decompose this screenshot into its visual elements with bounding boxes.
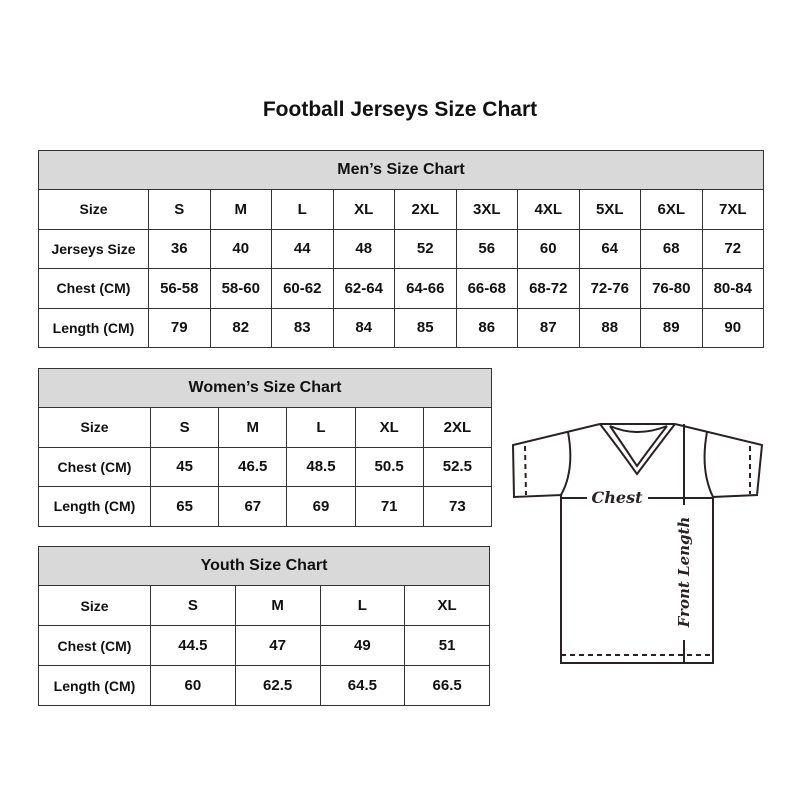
table-cell: 2XL bbox=[422, 407, 493, 448]
table-row: Size S M L XL 2XL 3XL 4XL 5XL 6XL 7XL bbox=[38, 189, 764, 230]
table-cell: S bbox=[149, 407, 220, 448]
table-row: Length (CM) 60 62.5 64.5 66.5 bbox=[38, 665, 490, 706]
table-cell: 60 bbox=[150, 665, 236, 706]
table-cell: 65 bbox=[149, 486, 220, 527]
row-label: Chest (CM) bbox=[38, 446, 151, 487]
row-label: Chest (CM) bbox=[38, 625, 151, 666]
table-cell: 6XL bbox=[640, 189, 703, 230]
table-cell: 64.5 bbox=[319, 665, 406, 706]
row-label: Length (CM) bbox=[38, 486, 151, 527]
front-length-label: Front Length bbox=[675, 517, 693, 629]
table-row: Length (CM) 79 82 83 84 85 86 87 88 89 90 bbox=[38, 307, 764, 348]
table-cell: 48 bbox=[332, 228, 395, 269]
table-cell: XL bbox=[404, 585, 490, 626]
table-cell: 47 bbox=[234, 625, 321, 666]
table-cell: 60 bbox=[517, 228, 580, 269]
table-cell: 5XL bbox=[578, 189, 641, 230]
table-cell: 60-62 bbox=[271, 268, 334, 309]
table-cell: 7XL bbox=[701, 189, 764, 230]
table-cell: L bbox=[319, 585, 406, 626]
table-row: Jerseys Size 36 40 44 48 52 56 60 64 68 72 bbox=[38, 228, 764, 269]
table-cell: 80-84 bbox=[701, 268, 764, 309]
table-cell: 88 bbox=[578, 307, 641, 348]
table-cell: 76-80 bbox=[640, 268, 703, 309]
table-cell: 79 bbox=[148, 307, 211, 348]
table-row: Chest (CM) 44.5 47 49 51 bbox=[38, 625, 490, 666]
row-label: Length (CM) bbox=[38, 665, 151, 706]
table-row: Size S M L XL 2XL bbox=[38, 407, 493, 448]
table-cell: 49 bbox=[319, 625, 406, 666]
table-cell: 86 bbox=[455, 307, 518, 348]
womens-size-table: Women’s Size Chart Size S M L XL 2XL Chest (CM)… bbox=[38, 368, 493, 527]
row-label: Size bbox=[38, 585, 151, 626]
table-cell: 85 bbox=[394, 307, 457, 348]
table-cell: 66.5 bbox=[404, 665, 490, 706]
collar bbox=[599, 423, 676, 476]
table-cell: 44 bbox=[271, 228, 334, 269]
youth-size-table: Youth Size Chart Size S M L XL Chest (CM) 44.5 4… bbox=[38, 546, 490, 706]
table-cell: 56-58 bbox=[148, 268, 211, 309]
table-cell: 44.5 bbox=[150, 625, 236, 666]
row-label: Jerseys Size bbox=[38, 228, 149, 269]
table-cell: S bbox=[150, 585, 236, 626]
mens-size-table: Men’s Size Chart Size S M L XL 2XL 3XL 4XL 5XL 6XL… bbox=[38, 150, 764, 348]
table-cell: 51 bbox=[404, 625, 490, 666]
page-title: Football Jerseys Size Chart bbox=[262, 98, 538, 121]
youth-table-heading: Youth Size Chart bbox=[38, 546, 490, 586]
table-cell: 90 bbox=[701, 307, 764, 348]
chest-label: Chest bbox=[592, 488, 644, 507]
row-label: Size bbox=[38, 189, 149, 230]
table-cell: M bbox=[234, 585, 321, 626]
table-cell: 84 bbox=[332, 307, 395, 348]
table-cell: 36 bbox=[148, 228, 211, 269]
table-cell: 45 bbox=[149, 446, 220, 487]
table-cell: 68-72 bbox=[517, 268, 580, 309]
table-cell: 82 bbox=[209, 307, 272, 348]
table-cell: 50.5 bbox=[354, 446, 424, 487]
table-row: Chest (CM) 45 46.5 48.5 50.5 52.5 bbox=[38, 446, 493, 487]
table-cell: M bbox=[218, 407, 288, 448]
table-cell: 62.5 bbox=[234, 665, 321, 706]
table-cell: XL bbox=[332, 189, 395, 230]
table-cell: L bbox=[271, 189, 334, 230]
table-cell: 62-64 bbox=[332, 268, 395, 309]
table-cell: 66-68 bbox=[455, 268, 518, 309]
table-row: Size S M L XL bbox=[38, 585, 490, 626]
table-row: Length (CM) 65 67 69 71 73 bbox=[38, 486, 493, 527]
table-cell: 40 bbox=[209, 228, 272, 269]
men-table-heading: Men’s Size Chart bbox=[38, 150, 764, 190]
table-cell: XL bbox=[354, 407, 424, 448]
table-cell: L bbox=[286, 407, 356, 448]
table-cell: 52.5 bbox=[422, 446, 493, 487]
row-label: Size bbox=[38, 407, 151, 448]
jersey-outline bbox=[511, 423, 764, 664]
table-cell: 87 bbox=[517, 307, 580, 348]
table-cell: 72-76 bbox=[578, 268, 641, 309]
table-cell: 71 bbox=[354, 486, 424, 527]
table-cell: 48.5 bbox=[286, 446, 356, 487]
row-label: Length (CM) bbox=[38, 307, 149, 348]
table-cell: 69 bbox=[286, 486, 356, 527]
table-cell: 67 bbox=[218, 486, 288, 527]
table-cell: 73 bbox=[422, 486, 493, 527]
table-cell: 68 bbox=[640, 228, 703, 269]
women-table-heading: Women’s Size Chart bbox=[38, 368, 492, 408]
